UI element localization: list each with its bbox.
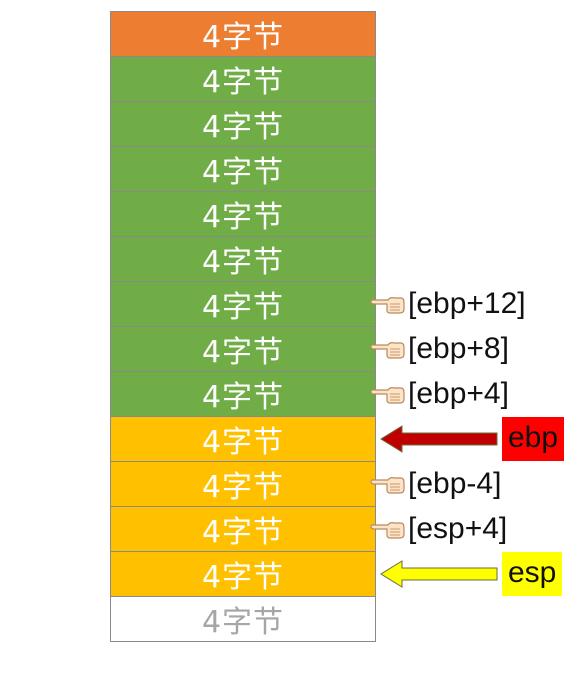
stack-cell: 4字节 [110,191,376,237]
offset-annotation: [ebp+4] [370,374,509,414]
stack-cell: 4字节 [110,596,376,642]
offset-label: [ebp-4] [408,467,502,500]
stack-cell: 4字节 [110,236,376,282]
offset-annotation: [esp+4] [370,509,507,549]
pointing-hand-icon [370,381,406,407]
offset-annotation: [ebp-4] [370,464,501,504]
stack-cell: 4字节 [110,461,376,507]
pointing-hand-icon [370,336,406,362]
offset-label: [esp+4] [408,512,508,545]
left-arrow-icon [380,559,498,589]
stack-cell: 4字节 [110,326,376,372]
stack-cell: 4字节 [110,551,376,597]
register-pointer-esp: esp [380,551,563,597]
memory-stack: 4字节 4字节 4字节 4字节 4字节 4字节 4字节 4字节 4字节 4字节 4字节 4字节 4字节 4… [110,11,376,642]
offset-label: [ebp+12] [408,287,526,320]
stack-cell: 4字节 [110,416,376,462]
offset-label: [ebp+4] [408,377,509,410]
stack-cell: 4字节 [110,11,376,57]
offset-label: [ebp+8] [408,332,509,365]
stack-cell: 4字节 [110,281,376,327]
stack-cell: 4字节 [110,371,376,417]
offset-annotation: [ebp+12] [370,284,526,324]
pointing-hand-icon [370,291,406,317]
pointing-hand-icon [370,471,406,497]
stack-cell: 4字节 [110,56,376,102]
register-label: esp [502,552,563,596]
offset-annotation: [ebp+8] [370,329,509,369]
left-arrow-icon [380,424,498,454]
register-pointer-ebp: ebp [380,416,565,462]
stack-cell: 4字节 [110,101,376,147]
stack-cell: 4字节 [110,146,376,192]
register-label: ebp [502,417,565,461]
stack-cell: 4字节 [110,506,376,552]
pointing-hand-icon [370,516,406,542]
